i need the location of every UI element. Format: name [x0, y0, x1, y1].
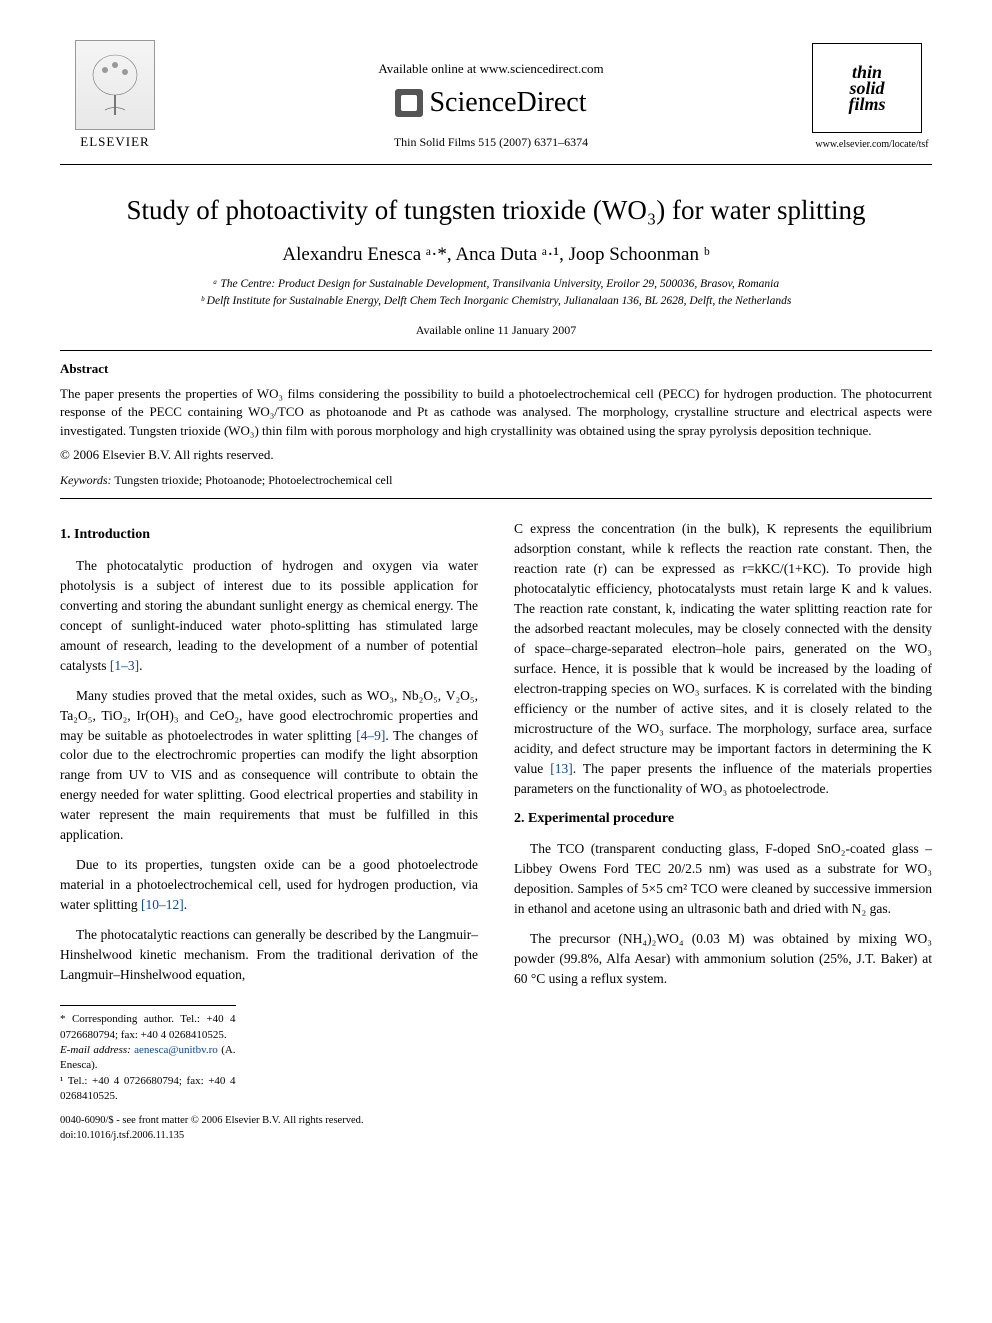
intro-para-3: Due to its properties, tungsten oxide ca…: [60, 855, 478, 915]
available-online-text: Available online at www.sciencedirect.co…: [190, 61, 792, 77]
column-left: 1. Introduction The photocatalytic produ…: [60, 519, 478, 1144]
publisher-block: ELSEVIER: [60, 40, 170, 150]
keywords-line: Keywords: Tungsten trioxide; Photoanode;…: [60, 473, 932, 488]
body-columns: 1. Introduction The photocatalytic produ…: [60, 519, 932, 1144]
footer-meta: 0040-6090/$ - see front matter © 2006 El…: [60, 1114, 478, 1143]
intro-para-2: Many studies proved that the metal oxide…: [60, 686, 478, 846]
citation-link-1-3[interactable]: [1–3]: [110, 658, 139, 673]
col2-p1b: . The paper presents the influence of th…: [514, 761, 932, 796]
section-2-heading: 2. Experimental procedure: [514, 809, 932, 830]
abstract-heading: Abstract: [60, 361, 932, 377]
authors-line: Alexandru Enesca ᵃ·*, Anca Duta ᵃ·¹, Joo…: [60, 244, 932, 266]
footnotes-block: * Corresponding author. Tel.: +40 4 0726…: [60, 1005, 236, 1104]
rule-top: [60, 164, 932, 165]
publisher-name: ELSEVIER: [80, 134, 149, 150]
available-date: Available online 11 January 2007: [60, 323, 932, 338]
section-1-heading: 1. Introduction: [60, 525, 478, 546]
intro-para-4: The photocatalytic reactions can general…: [60, 925, 478, 985]
sciencedirect-logo: ScienceDirect: [190, 87, 792, 119]
corresponding-author-note: * Corresponding author. Tel.: +40 4 0726…: [60, 1012, 236, 1043]
doi-line: doi:10.1016/j.tsf.2006.11.135: [60, 1129, 478, 1144]
intro-p2-end: . The changes of color due to the electr…: [60, 728, 478, 843]
abstract-text: The paper presents the properties of WO₃…: [60, 385, 932, 442]
citation-link-4-9[interactable]: [4–9]: [356, 728, 385, 743]
journal-logo-block: thin solid films www.elsevier.com/locate…: [812, 43, 932, 150]
column-right: C express the concentration (in the bulk…: [514, 519, 932, 1144]
affiliation-a: ᵃ The Centre: Product Design for Sustain…: [60, 276, 932, 293]
intro-p3-text: Due to its properties, tungsten oxide ca…: [60, 857, 478, 912]
tsf-word-3: films: [848, 96, 885, 112]
article-title: Study of photoactivity of tungsten triox…: [60, 195, 932, 226]
copyright-line: © 2006 Elsevier B.V. All rights reserved…: [60, 447, 932, 463]
sciencedirect-icon: [395, 89, 423, 117]
rule-above-abstract: [60, 350, 932, 351]
sciencedirect-label: ScienceDirect: [429, 87, 586, 119]
front-matter-line: 0040-6090/$ - see front matter © 2006 El…: [60, 1114, 478, 1129]
intro-p3-end: .: [184, 897, 187, 912]
affiliation-b: ᵇ Delft Institute for Sustainable Energy…: [60, 293, 932, 310]
intro-p1-end: .: [139, 658, 142, 673]
journal-url: www.elsevier.com/locate/tsf: [812, 139, 932, 150]
footnote-1: ¹ Tel.: +40 4 0726680794; fax: +40 4 026…: [60, 1074, 236, 1105]
email-line: E-mail address: aenesca@unitbv.ro (A. En…: [60, 1043, 236, 1074]
citation-link-13[interactable]: [13]: [550, 761, 573, 776]
col2-p1a: C express the concentration (in the bulk…: [514, 521, 932, 776]
page-header: ELSEVIER Available online at www.science…: [60, 40, 932, 150]
col2-para-1: C express the concentration (in the bulk…: [514, 519, 932, 799]
keywords-text: Tungsten trioxide; Photoanode; Photoelec…: [112, 473, 393, 487]
journal-citation: Thin Solid Films 515 (2007) 6371–6374: [190, 135, 792, 150]
exp-para-2: The precursor (NH₄)₂WO₄ (0.03 M) was obt…: [514, 929, 932, 989]
email-address-link[interactable]: aenesca@unitbv.ro: [131, 1044, 221, 1056]
email-label: E-mail address:: [60, 1044, 131, 1056]
elsevier-tree-icon: [75, 40, 155, 130]
intro-p1-text: The photocatalytic production of hydroge…: [60, 558, 478, 673]
elsevier-tree-svg: [85, 50, 145, 120]
header-center: Available online at www.sciencedirect.co…: [170, 61, 812, 150]
journal-logo: thin solid films: [812, 43, 922, 133]
keywords-label: Keywords:: [60, 473, 112, 487]
citation-link-10-12[interactable]: [10–12]: [141, 897, 184, 912]
rule-below-keywords: [60, 498, 932, 499]
intro-para-1: The photocatalytic production of hydroge…: [60, 556, 478, 676]
exp-para-1: The TCO (transparent conducting glass, F…: [514, 839, 932, 919]
